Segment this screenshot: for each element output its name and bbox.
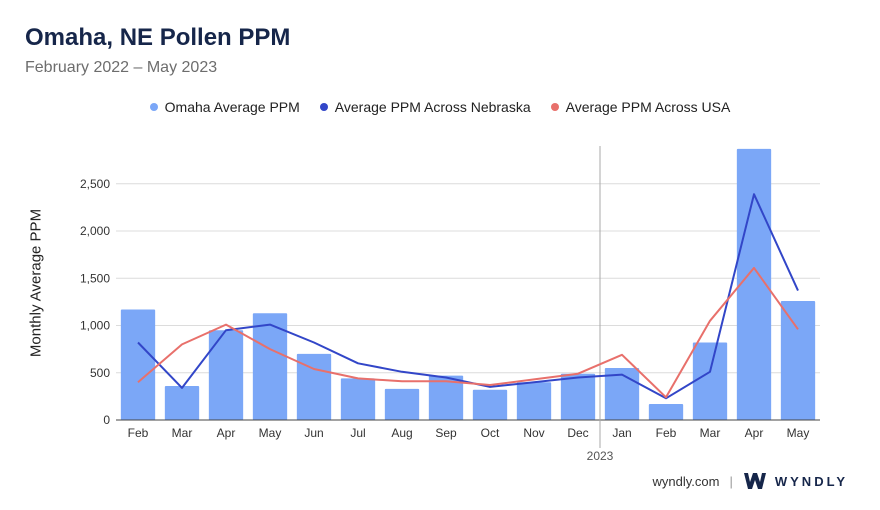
x-tick-label: Apr <box>745 426 764 440</box>
x-tick-label: Mar <box>172 426 193 440</box>
x-tick-label: Jan <box>612 426 631 440</box>
bar-omaha <box>516 382 552 420</box>
legend-label-usa: Average PPM Across USA <box>565 99 731 115</box>
y-tick-label: 1,500 <box>80 271 110 285</box>
x-tick-label: Dec <box>567 426 588 440</box>
x-tick-label: Aug <box>391 426 412 440</box>
line-usa <box>137 266 799 399</box>
bar-omaha <box>208 330 244 420</box>
legend-item-omaha[interactable]: Omaha Average PPM <box>149 99 300 115</box>
year-label: 2023 <box>587 449 614 463</box>
chart-legend: Omaha Average PPM Average PPM Across Neb… <box>0 99 880 115</box>
bar-omaha <box>340 378 376 420</box>
legend-label-nebraska: Average PPM Across Nebraska <box>334 99 531 115</box>
x-tick-label: Mar <box>700 426 721 440</box>
x-tick-label: Sep <box>435 426 457 440</box>
bar-omaha <box>120 309 156 420</box>
bar-omaha <box>604 368 640 420</box>
legend-item-usa[interactable]: Average PPM Across USA <box>550 99 731 115</box>
y-tick-label: 500 <box>90 366 110 380</box>
legend-dot-nebraska-icon <box>319 103 328 111</box>
chart-subtitle: February 2022 – May 2023 <box>25 59 218 76</box>
x-tick-label: Feb <box>656 426 677 440</box>
bar-omaha <box>252 313 288 420</box>
legend-item-nebraska[interactable]: Average PPM Across Nebraska <box>319 99 531 115</box>
x-tick-label: Nov <box>523 426 544 440</box>
bar-omaha <box>736 148 772 421</box>
footer-separator: | <box>729 473 733 489</box>
x-tick-label: Jun <box>304 426 323 440</box>
legend-label-omaha: Omaha Average PPM <box>164 99 300 115</box>
brand-name: WYNDLY <box>774 473 848 489</box>
wyndly-logo-icon <box>743 473 766 489</box>
x-tick-label: Apr <box>217 426 236 440</box>
bar-omaha <box>692 342 728 420</box>
bar-omaha <box>164 385 200 420</box>
legend-dot-usa-icon <box>550 103 559 111</box>
legend-dot-omaha-icon <box>149 103 158 111</box>
footer-site-link[interactable]: wyndly.com <box>652 473 720 489</box>
bar-omaha <box>780 300 816 420</box>
bar-omaha <box>648 403 684 420</box>
bar-omaha <box>384 388 420 420</box>
x-tick-label: Jul <box>350 426 365 440</box>
x-tick-label: Feb <box>128 426 149 440</box>
x-tick-label: Oct <box>481 426 500 440</box>
brand-logo[interactable]: WYNDLY <box>743 472 848 490</box>
x-tick-label: May <box>787 426 810 440</box>
y-tick-label: 2,000 <box>80 224 110 238</box>
chart-title: Omaha, NE Pollen PPM <box>25 24 291 51</box>
y-tick-label: 1,000 <box>80 319 110 333</box>
bar-omaha <box>472 389 508 420</box>
y-tick-label: 2,500 <box>80 177 110 191</box>
y-tick-label: 0 <box>103 413 110 427</box>
footer: wyndly.com | WYNDLY <box>653 472 848 490</box>
bar-omaha <box>560 373 596 420</box>
x-tick-label: May <box>259 426 282 440</box>
bar-omaha <box>428 375 464 420</box>
